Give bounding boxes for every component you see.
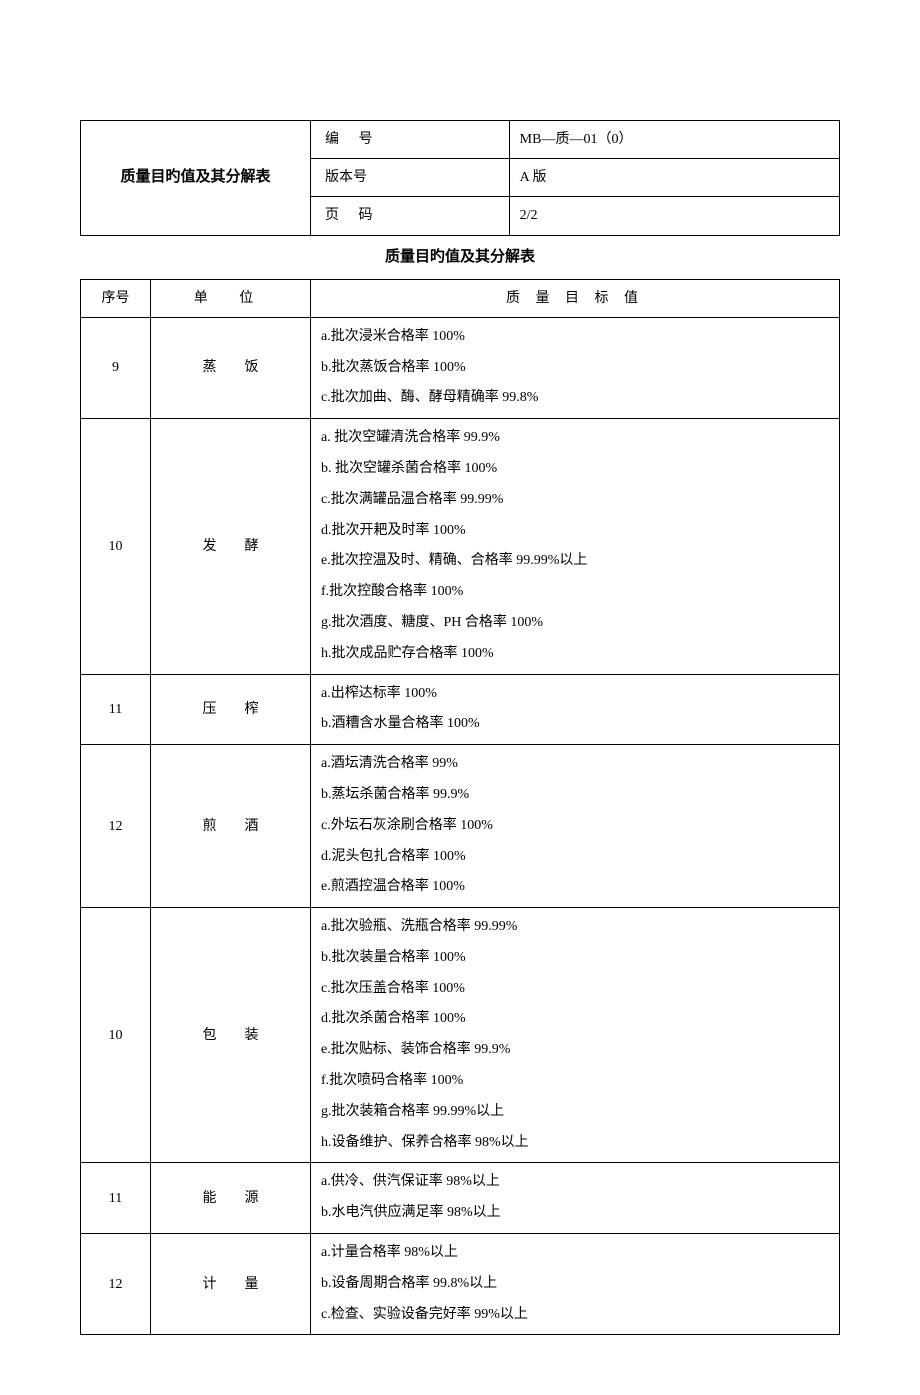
- target-item: a.批次浸米合格率 100%: [321, 322, 829, 353]
- page-label: 页 码: [311, 197, 510, 235]
- target-item: a.批次验瓶、洗瓶合格率 99.99%: [321, 912, 829, 943]
- target-item: a.供冷、供汽保证率 98%以上: [321, 1167, 829, 1198]
- target-cell: a.出榨达标率 100% b.酒糟含水量合格率 100%: [311, 674, 840, 745]
- column-header-row: 序号 单 位 质 量 目 标 值: [81, 279, 840, 317]
- seq-cell: 9: [81, 317, 151, 418]
- target-item: c.检查、实验设备完好率 99%以上: [321, 1300, 829, 1331]
- page-value: 2/2: [509, 197, 839, 235]
- seq-cell: 12: [81, 1234, 151, 1335]
- table-row: 11 压榨 a.出榨达标率 100% b.酒糟含水量合格率 100%: [81, 674, 840, 745]
- target-item: e.批次贴标、装饰合格率 99.9%: [321, 1035, 829, 1066]
- col-header-target: 质 量 目 标 值: [311, 279, 840, 317]
- target-item: d.批次杀菌合格率 100%: [321, 1004, 829, 1035]
- table-caption: 质量目旳值及其分解表: [81, 235, 840, 279]
- unit-cell: 压榨: [151, 674, 311, 745]
- target-item: c.批次压盖合格率 100%: [321, 974, 829, 1005]
- table-row: 11 能源 a.供冷、供汽保证率 98%以上 b.水电汽供应满足率 98%以上: [81, 1163, 840, 1234]
- seq-cell: 11: [81, 1163, 151, 1234]
- table-row: 10 包装 a.批次验瓶、洗瓶合格率 99.99% b.批次装量合格率 100%…: [81, 908, 840, 1163]
- target-item: b.水电汽供应满足率 98%以上: [321, 1198, 829, 1229]
- target-item: f.批次控酸合格率 100%: [321, 577, 829, 608]
- target-item: b.批次蒸饭合格率 100%: [321, 353, 829, 384]
- code-label: 编 号: [311, 121, 510, 159]
- seq-cell: 12: [81, 745, 151, 908]
- target-item: b.设备周期合格率 99.8%以上: [321, 1269, 829, 1300]
- seq-cell: 10: [81, 908, 151, 1163]
- target-item: a.出榨达标率 100%: [321, 679, 829, 710]
- document-container: 质量目旳值及其分解表 编 号 MB—质—01（0） 版本号 A 版 页 码 2/…: [80, 120, 840, 1335]
- unit-cell: 包装: [151, 908, 311, 1163]
- unit-cell: 计量: [151, 1234, 311, 1335]
- target-item: a.酒坛清洗合格率 99%: [321, 749, 829, 780]
- target-item: d.批次开耙及时率 100%: [321, 516, 829, 547]
- col-header-unit: 单 位: [151, 279, 311, 317]
- target-item: f.批次喷码合格率 100%: [321, 1066, 829, 1097]
- target-item: h.批次成品贮存合格率 100%: [321, 639, 829, 670]
- target-item: e.批次控温及时、精确、合格率 99.99%以上: [321, 546, 829, 577]
- table-row: 12 煎酒 a.酒坛清洗合格率 99% b.蒸坛杀菌合格率 99.9% c.外坛…: [81, 745, 840, 908]
- target-item: a. 批次空罐清洗合格率 99.9%: [321, 423, 829, 454]
- seq-cell: 10: [81, 419, 151, 674]
- target-item: b.蒸坛杀菌合格率 99.9%: [321, 780, 829, 811]
- target-cell: a.供冷、供汽保证率 98%以上 b.水电汽供应满足率 98%以上: [311, 1163, 840, 1234]
- target-item: c.外坛石灰涂刷合格率 100%: [321, 811, 829, 842]
- target-item: a.计量合格率 98%以上: [321, 1238, 829, 1269]
- target-cell: a.计量合格率 98%以上 b.设备周期合格率 99.8%以上 c.检查、实验设…: [311, 1234, 840, 1335]
- target-item: b.批次装量合格率 100%: [321, 943, 829, 974]
- table-row: 10 发酵 a. 批次空罐清洗合格率 99.9% b. 批次空罐杀菌合格率 10…: [81, 419, 840, 674]
- target-cell: a.酒坛清洗合格率 99% b.蒸坛杀菌合格率 99.9% c.外坛石灰涂刷合格…: [311, 745, 840, 908]
- col-header-seq: 序号: [81, 279, 151, 317]
- target-item: g.批次酒度、糖度、PH 合格率 100%: [321, 608, 829, 639]
- version-label: 版本号: [311, 159, 510, 197]
- caption-row: 质量目旳值及其分解表: [81, 235, 840, 279]
- unit-cell: 发酵: [151, 419, 311, 674]
- unit-cell: 能源: [151, 1163, 311, 1234]
- target-item: e.煎酒控温合格率 100%: [321, 872, 829, 903]
- seq-cell: 11: [81, 674, 151, 745]
- header-title: 质量目旳值及其分解表: [81, 121, 311, 236]
- unit-cell: 蒸饭: [151, 317, 311, 418]
- target-item: d.泥头包扎合格率 100%: [321, 842, 829, 873]
- code-value: MB—质—01（0）: [509, 121, 839, 159]
- target-cell: a.批次验瓶、洗瓶合格率 99.99% b.批次装量合格率 100% c.批次压…: [311, 908, 840, 1163]
- table-row: 9 蒸饭 a.批次浸米合格率 100% b.批次蒸饭合格率 100% c.批次加…: [81, 317, 840, 418]
- target-item: g.批次装箱合格率 99.99%以上: [321, 1097, 829, 1128]
- table-row: 12 计量 a.计量合格率 98%以上 b.设备周期合格率 99.8%以上 c.…: [81, 1234, 840, 1335]
- target-item: b. 批次空罐杀菌合格率 100%: [321, 454, 829, 485]
- target-item: c.批次加曲、酶、酵母精确率 99.8%: [321, 383, 829, 414]
- target-cell: a. 批次空罐清洗合格率 99.9% b. 批次空罐杀菌合格率 100% c.批…: [311, 419, 840, 674]
- target-item: b.酒糟含水量合格率 100%: [321, 709, 829, 740]
- version-value: A 版: [509, 159, 839, 197]
- unit-cell: 煎酒: [151, 745, 311, 908]
- main-table: 质量目旳值及其分解表 编 号 MB—质—01（0） 版本号 A 版 页 码 2/…: [80, 120, 840, 1335]
- target-item: c.批次满罐品温合格率 99.99%: [321, 485, 829, 516]
- target-cell: a.批次浸米合格率 100% b.批次蒸饭合格率 100% c.批次加曲、酶、酵…: [311, 317, 840, 418]
- target-item: h.设备维护、保养合格率 98%以上: [321, 1128, 829, 1159]
- header-row-1: 质量目旳值及其分解表 编 号 MB—质—01（0）: [81, 121, 840, 159]
